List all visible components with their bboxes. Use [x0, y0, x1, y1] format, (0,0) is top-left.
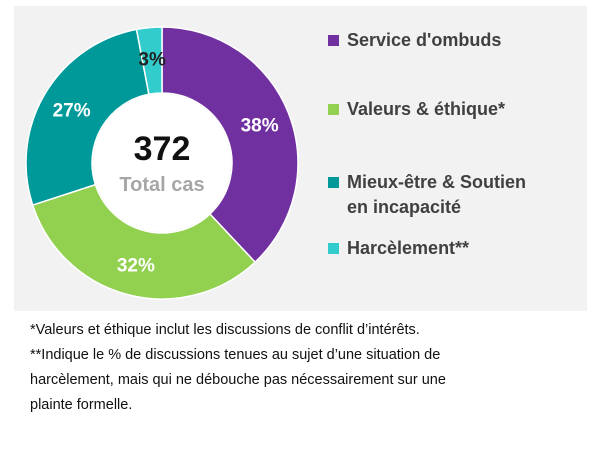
legend-label: Valeurs & éthique*: [347, 99, 506, 119]
donut-slice-service-ombuds: [161, 26, 299, 264]
slice-label-valeurs-ethique: 32%: [117, 256, 155, 277]
legend-swatch: [328, 35, 339, 46]
donut-slice-mieux-etre: [25, 28, 150, 206]
legend-item-harcelement: Harcèlement**: [328, 236, 469, 261]
legend-item-mieux-etre: Mieux-être & Soutien en incapacité: [328, 170, 526, 220]
legend-swatch: [328, 243, 339, 254]
legend-swatch: [328, 177, 339, 188]
legend-item-service-ombuds: Service d'ombuds: [328, 28, 501, 53]
footnotes: *Valeurs et éthique inclut les discussio…: [30, 318, 590, 418]
chart-panel: 38% 32% 27% 3% 372 Total cas Service d'ombuds…: [14, 6, 587, 311]
footnote-line: *Valeurs et éthique inclut les discussio…: [30, 322, 420, 338]
donut-slice-valeurs-ethique: [31, 183, 257, 300]
donut-hole: [93, 94, 231, 232]
donut-chart: 38% 32% 27% 3% 372 Total cas: [25, 26, 299, 300]
slice-label-harcelement: 3%: [138, 49, 166, 70]
donut-slice-harcelement: [135, 26, 163, 96]
legend-label: Service d'ombuds: [347, 30, 502, 50]
legend-item-valeurs-ethique: Valeurs & éthique*: [328, 97, 505, 122]
total-count-value: 372: [134, 130, 191, 168]
legend-label: Harcèlement**: [347, 238, 470, 258]
footnote-line: harcèlement, mais qui ne débouche pas né…: [30, 372, 446, 388]
slice-label-service-ombuds: 38%: [241, 115, 279, 136]
legend-label: Mieux-être & Soutien en incapacité: [347, 172, 527, 217]
total-count-label: Total cas: [119, 174, 204, 196]
slice-label-mieux-etre: 27%: [53, 101, 91, 122]
footnote-line: plainte formelle.: [30, 397, 133, 413]
legend-swatch: [328, 104, 339, 115]
footnote-line: **Indique le % de discussions tenues au …: [30, 347, 441, 363]
